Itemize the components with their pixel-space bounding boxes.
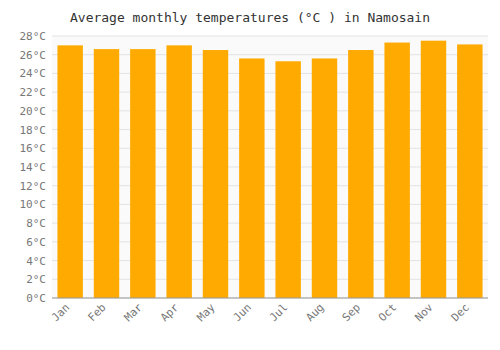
x-tick-label: Nov [412, 301, 436, 325]
grid-line [52, 36, 488, 37]
x-tick-label: Feb [85, 301, 108, 324]
title: Average monthly temperatures (°C ) in Na… [70, 10, 430, 25]
bar [94, 49, 119, 298]
y-tick-label: 10°C [20, 198, 47, 211]
y-tick-label: 28°C [20, 30, 47, 43]
y-tick-label: 8°C [26, 217, 46, 230]
bar [166, 45, 191, 298]
bar [275, 61, 300, 298]
y-tick-label: 20°C [20, 105, 47, 118]
y-tick-label: 26°C [20, 49, 47, 62]
x-tick-label: Jun [231, 301, 254, 324]
x-tick-label: Jan [49, 301, 72, 324]
x-tick-label: Mar [122, 301, 146, 325]
x-tick-label: May [194, 301, 218, 325]
bar [457, 44, 482, 298]
bar [130, 49, 155, 298]
bars [57, 41, 482, 298]
y-tick-label: 2°C [26, 273, 46, 286]
bar [239, 58, 264, 298]
y-tick-label: 4°C [26, 255, 46, 268]
y-tick-label: 0°C [26, 292, 46, 305]
y-tick-label: 18°C [20, 124, 47, 137]
grid [52, 36, 488, 298]
plot-background [52, 36, 488, 298]
x-tick-label: Aug [303, 301, 326, 324]
bar [203, 50, 228, 298]
x-tick-label: Dec [449, 301, 472, 324]
x-tick-label: Sep [340, 301, 363, 324]
chart-container: 0°C 2°C 4°C 6°C 8°C 10°C 12°C 14°C 16°C 18°C 20°C 2… [0, 0, 500, 350]
bar [57, 45, 82, 298]
x-axis-line [52, 298, 488, 299]
bar [421, 41, 446, 298]
bar [348, 50, 373, 298]
y-tick-label: 24°C [20, 67, 47, 80]
y-tick-label: 22°C [20, 86, 47, 99]
y-tick-label: 12°C [20, 180, 47, 193]
y-tick-label: 14°C [20, 161, 47, 174]
y-tick-label: 6°C [26, 236, 46, 249]
bar [312, 58, 337, 298]
x-tick-label: Oct [376, 301, 399, 324]
grid-line [52, 298, 488, 299]
x-tick-label: Apr [158, 301, 182, 325]
chart-svg: 0°C 2°C 4°C 6°C 8°C 10°C 12°C 14°C 16°C 18°C 20°C 2… [0, 0, 500, 350]
x-tick-label: Jul [267, 301, 290, 324]
bar [384, 43, 409, 298]
y-tick-label: 16°C [20, 142, 47, 155]
